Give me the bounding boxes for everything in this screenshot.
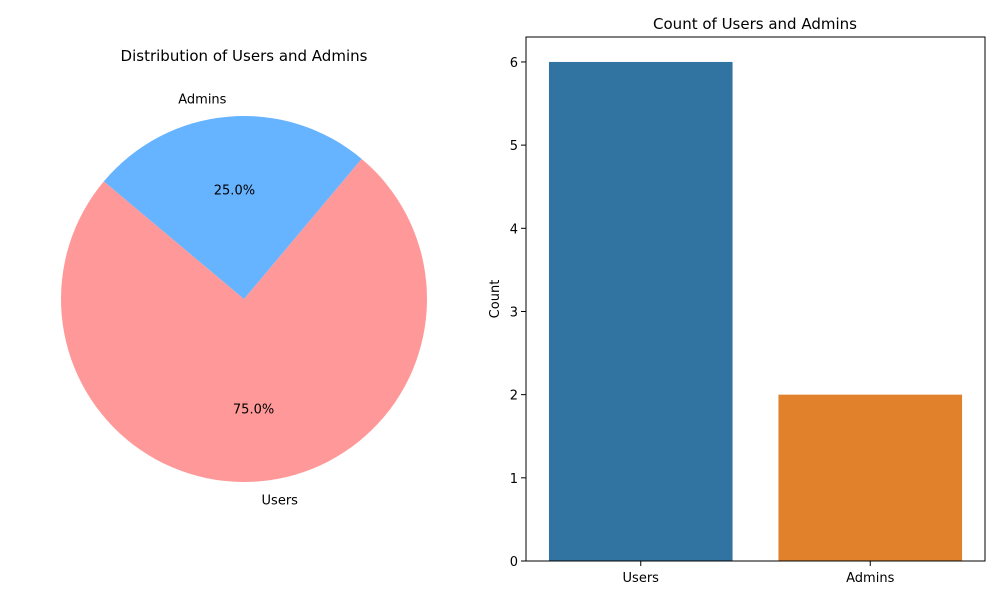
y-tick-label: 6 bbox=[510, 56, 518, 71]
bar-title: Count of Users and Admins bbox=[653, 15, 857, 33]
bar-ticks: 0 1 2 3 4 5 6 Users Admins bbox=[510, 56, 895, 586]
bar-axes-frame bbox=[525, 36, 986, 562]
x-tick-label-admins: Admins bbox=[846, 571, 894, 586]
pie-percent-admins: 25.0% bbox=[214, 184, 255, 199]
bar-admins bbox=[778, 394, 963, 561]
y-tick-label: 4 bbox=[510, 222, 518, 237]
pie-title: Distribution of Users and Admins bbox=[121, 47, 368, 65]
y-tick-label: 5 bbox=[510, 139, 518, 154]
pie-labels: Users 75.0% Admins 25.0% bbox=[178, 92, 298, 508]
y-tick-label: 2 bbox=[510, 389, 518, 404]
y-tick-label: 3 bbox=[510, 305, 518, 320]
y-tick-label: 0 bbox=[510, 555, 518, 570]
bar-axes bbox=[525, 36, 986, 562]
bar-marks bbox=[548, 61, 963, 561]
pie-chart: Distribution of Users and Admins Users 75… bbox=[61, 47, 428, 509]
y-axis-label: Count bbox=[488, 280, 503, 319]
pie-label-admins: Admins bbox=[178, 92, 226, 107]
bar-users bbox=[548, 61, 733, 561]
bar-chart: Count of Users and Admins 0 1 2 3 4 5 6 Users Ad… bbox=[488, 15, 986, 586]
pie-percent-users: 75.0% bbox=[233, 402, 274, 417]
x-tick-label-users: Users bbox=[623, 571, 660, 586]
y-tick-label: 1 bbox=[510, 472, 518, 487]
pie-slices bbox=[61, 116, 428, 482]
pie-label-users: Users bbox=[262, 494, 299, 509]
pie-slice-users bbox=[61, 158, 428, 482]
pie-slice-admins bbox=[103, 116, 362, 300]
